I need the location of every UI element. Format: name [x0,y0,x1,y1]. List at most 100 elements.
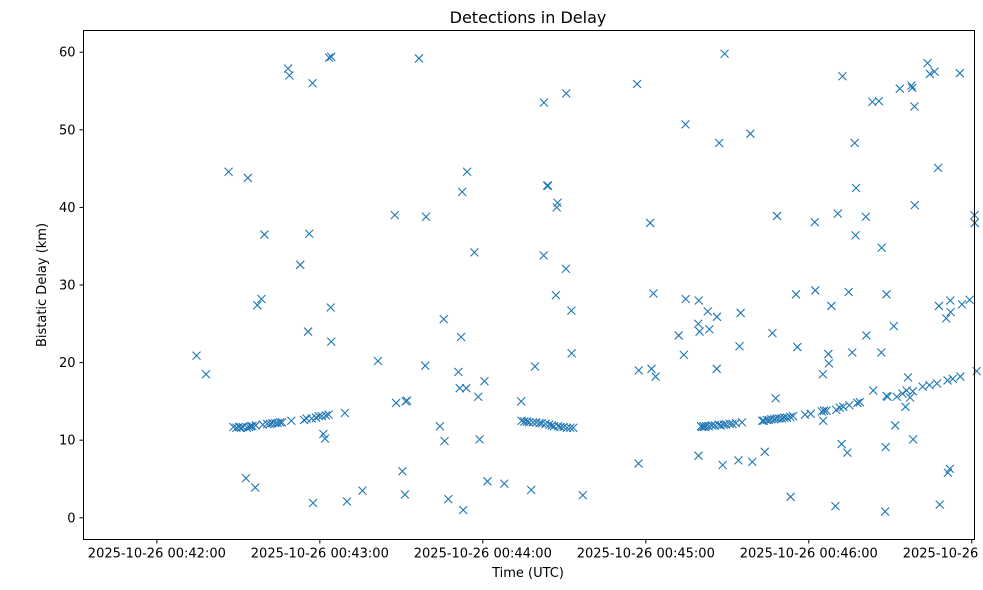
data-point [440,436,449,446]
data-point [342,497,352,506]
data-point [737,417,747,427]
data-point [837,439,847,449]
data-point [568,423,578,433]
data-point [943,376,952,385]
data-point [703,306,713,316]
data-point [788,411,798,421]
data-point [443,494,453,504]
x-tick-label: 2025-10-26 00:47:00 [903,547,983,562]
data-point [735,341,744,351]
data-point [901,402,910,412]
data-point [562,423,572,433]
data-point [530,362,540,371]
data-point [844,400,854,410]
data-point [851,183,861,193]
data-point [695,327,704,336]
data-point [736,308,746,318]
x-tick-label: 2025-10-26 00:44:00 [414,547,552,562]
data-point [308,78,317,88]
data-point [838,402,848,412]
data-point [566,306,576,315]
data-point [957,300,967,309]
data-point [768,328,777,338]
data-point [712,312,722,322]
data-point [823,349,833,359]
data-point [874,96,884,106]
data-point [461,383,471,393]
data-point [524,417,534,427]
data-point [760,447,770,457]
data-point [718,460,728,470]
data-point [473,392,483,402]
data-point [561,264,571,274]
data-point [930,67,939,77]
data-point [275,417,285,427]
data-point [881,442,891,452]
data-point [786,492,795,502]
data-point [324,410,333,419]
data-point [934,301,944,311]
data-point [277,417,287,427]
data-point [224,167,233,177]
data-point [861,212,871,222]
data-point [907,81,916,90]
data-point [818,416,828,426]
data-point [935,500,945,509]
data-point [704,324,714,334]
data-point [257,294,266,304]
plot-frame [83,30,975,540]
data-point [876,348,886,357]
data-point [634,459,643,468]
data-point [458,505,468,515]
data-point [910,200,920,210]
data-point [955,372,965,381]
data-point [895,84,905,94]
data-point [771,393,781,403]
data-point [810,217,820,227]
data-point [647,364,656,374]
data-point [933,163,943,173]
data-point [457,187,467,197]
data-point [818,369,828,379]
data-point [889,321,899,331]
data-point [835,403,845,412]
data-point [414,54,424,63]
data-point [243,173,253,183]
data-point [321,410,331,420]
data-point [526,485,536,495]
data-point [907,83,917,93]
data-point [324,53,334,63]
data-point [421,212,431,222]
data-point [819,406,829,416]
y-tick-label: 0 [67,511,75,526]
data-point [847,348,857,357]
chart-title: Detections in Delay [450,8,607,27]
data-point [838,71,847,81]
data-point [651,372,660,381]
x-tick-label: 2025-10-26 00:43:00 [251,547,389,562]
data-point [792,342,802,352]
data-point [932,379,942,388]
data-point [286,416,296,426]
data-point [283,64,293,73]
data-point [923,58,932,68]
data-point [772,211,782,221]
data-point [318,429,328,439]
data-point [373,356,383,366]
y-tick-label: 40 [59,201,76,216]
data-point [303,327,313,336]
data-point [543,181,553,191]
data-point [295,260,305,270]
data-point [826,301,836,311]
data-point [791,289,801,299]
y-tick-label: 60 [59,46,76,61]
data-point [420,361,430,371]
data-point [320,434,330,444]
data-point [565,423,575,433]
data-point [311,413,321,423]
x-tick-label: 2025-10-26 00:45:00 [577,547,715,562]
data-point [248,421,257,431]
data-point [234,422,244,432]
data-point [908,386,918,396]
